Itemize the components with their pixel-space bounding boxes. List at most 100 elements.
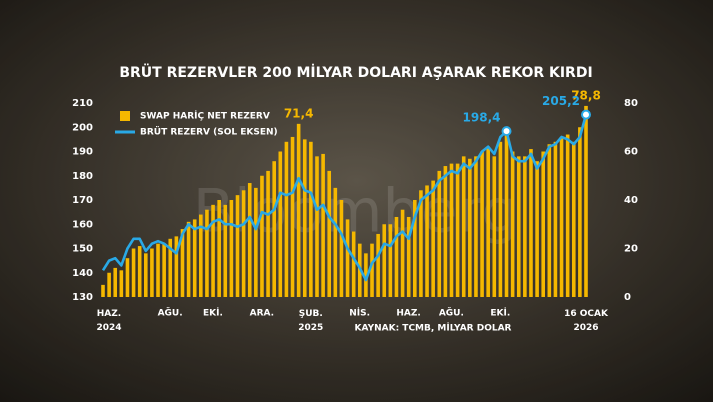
bar bbox=[192, 219, 197, 297]
y-tick-label: 130 bbox=[72, 292, 93, 303]
source: KAYNAK: TCMB, MİLYAR DOLAR bbox=[355, 323, 512, 334]
x-tick-label: ARA. bbox=[250, 309, 274, 319]
bar bbox=[419, 190, 423, 297]
value-label: 198,4 bbox=[463, 111, 501, 125]
bar bbox=[101, 284, 105, 297]
value-label: 78,8 bbox=[571, 88, 601, 102]
bar bbox=[516, 156, 521, 297]
y2-tick-label: 60 bbox=[624, 147, 638, 158]
bar bbox=[266, 170, 270, 297]
bar bbox=[150, 248, 154, 297]
bar bbox=[443, 166, 448, 297]
legend-swatch bbox=[120, 111, 130, 121]
bar bbox=[254, 187, 258, 297]
bar bbox=[309, 141, 313, 297]
bar bbox=[315, 156, 319, 297]
x-tick-label: HAZ. bbox=[396, 309, 420, 319]
bar bbox=[492, 156, 497, 297]
bar bbox=[406, 216, 411, 297]
bar bbox=[229, 200, 234, 297]
bar bbox=[205, 209, 209, 297]
x-tick-label: NİS. bbox=[349, 308, 370, 319]
value-label: 71,4 bbox=[284, 106, 314, 120]
bar bbox=[143, 253, 148, 297]
bar bbox=[199, 214, 203, 297]
bar bbox=[125, 258, 130, 297]
point-marker bbox=[501, 126, 512, 137]
bar bbox=[547, 144, 552, 297]
legend-label: BRÜT REZERV (SOL EKSEN) bbox=[140, 127, 278, 138]
y-tick-label: 170 bbox=[72, 195, 93, 206]
bar bbox=[107, 272, 111, 297]
bar bbox=[376, 233, 380, 297]
bar bbox=[523, 156, 527, 297]
x-tick-label: 16 OCAK 2026 bbox=[564, 309, 609, 333]
bar bbox=[431, 180, 435, 297]
bar bbox=[510, 151, 515, 297]
bar bbox=[504, 134, 509, 297]
x-tick-label: AĞU. bbox=[439, 307, 464, 319]
bar bbox=[474, 156, 478, 297]
bar bbox=[559, 136, 564, 297]
bar bbox=[480, 151, 484, 297]
y-tick-label: 190 bbox=[72, 147, 93, 158]
bar bbox=[137, 246, 142, 297]
bar bbox=[333, 187, 338, 297]
bar bbox=[578, 127, 582, 297]
bar bbox=[186, 221, 191, 297]
bar bbox=[449, 163, 454, 297]
bar bbox=[321, 153, 325, 297]
y-tick-label: 150 bbox=[72, 244, 93, 255]
bar bbox=[388, 224, 393, 297]
x-tick-label: AĞU. bbox=[158, 307, 183, 319]
bar bbox=[223, 204, 228, 297]
bar bbox=[413, 200, 417, 297]
bar bbox=[461, 156, 466, 297]
x-tick-label: HAZ. 2024 bbox=[96, 309, 121, 333]
bar bbox=[498, 141, 503, 297]
bar bbox=[529, 149, 533, 297]
y-tick-label: 160 bbox=[72, 219, 93, 230]
bar bbox=[217, 200, 221, 297]
bar bbox=[168, 238, 173, 297]
bar bbox=[235, 195, 240, 297]
bar bbox=[565, 134, 570, 297]
bar bbox=[162, 243, 166, 297]
bar bbox=[272, 161, 276, 297]
bar bbox=[400, 209, 405, 297]
bar bbox=[327, 170, 332, 297]
y2-tick-label: 40 bbox=[624, 195, 638, 206]
point-marker bbox=[581, 109, 591, 120]
bar bbox=[468, 158, 472, 297]
legend-label: SWAP HARİÇ NET REZERV bbox=[140, 111, 270, 122]
bar bbox=[553, 141, 558, 297]
bar bbox=[425, 185, 429, 297]
chart-title: BRÜT REZERVLER 200 MİLYAR DOLARI AŞARAK … bbox=[119, 63, 592, 81]
bar bbox=[455, 163, 460, 297]
bar bbox=[113, 267, 118, 297]
bar bbox=[364, 253, 368, 297]
bar bbox=[290, 136, 295, 297]
bar bbox=[260, 175, 264, 297]
bar bbox=[535, 161, 539, 297]
bar bbox=[584, 105, 588, 297]
bar bbox=[211, 204, 215, 297]
bar bbox=[541, 151, 546, 297]
bar bbox=[345, 219, 350, 297]
bar bbox=[296, 123, 301, 297]
value-label: 205,2 bbox=[542, 94, 580, 108]
y2-tick-label: 20 bbox=[624, 244, 638, 255]
bar bbox=[278, 151, 283, 297]
bar bbox=[382, 224, 387, 297]
y2-tick-label: 0 bbox=[624, 292, 631, 303]
bar bbox=[131, 248, 136, 297]
bar bbox=[437, 170, 442, 297]
bar bbox=[571, 141, 576, 297]
bar bbox=[156, 243, 160, 297]
bar bbox=[247, 183, 252, 297]
bar bbox=[394, 216, 399, 297]
x-tick-label: EKİ. bbox=[203, 308, 223, 319]
